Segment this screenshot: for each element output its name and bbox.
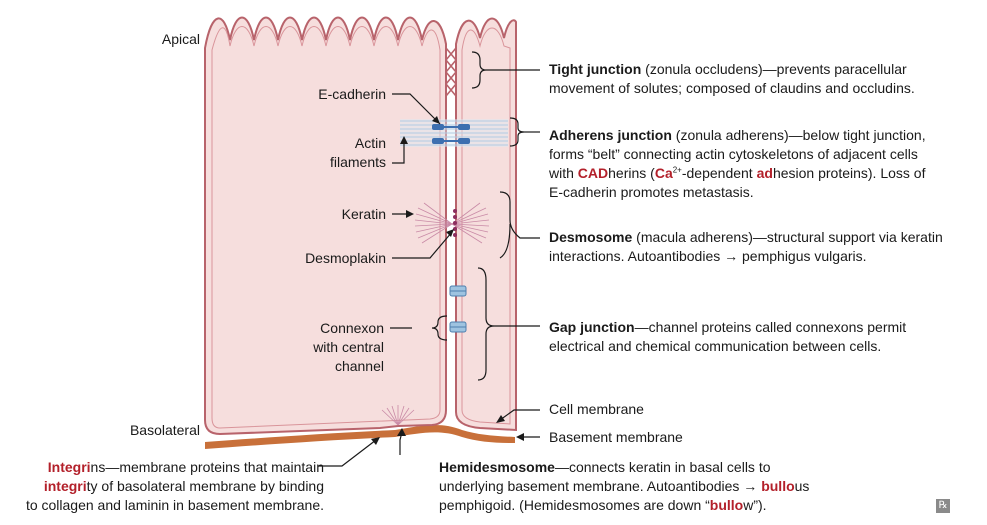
label-actin-filaments: Actin filaments bbox=[329, 135, 386, 170]
basement-membrane bbox=[205, 424, 515, 449]
desmoplakin-plaques bbox=[453, 209, 457, 237]
label-keratin: Keratin bbox=[341, 206, 386, 222]
label-cell-membrane: Cell membrane bbox=[549, 401, 644, 417]
tight-junction-strands bbox=[444, 47, 458, 97]
e-cadherin-proteins bbox=[432, 124, 470, 144]
hemidesmosome-fan bbox=[381, 405, 415, 426]
tight-junction-text: Tight junction (zonula occludens)—preven… bbox=[549, 61, 915, 96]
adherens-junction-text: Adherens junction (zonula adherens)—belo… bbox=[549, 127, 926, 200]
integrins-text: Integrins—membrane proteins that maintai… bbox=[25, 459, 324, 513]
label-apical: Apical bbox=[161, 31, 200, 47]
gap-junction-text: Gap junction—channel proteins called con… bbox=[549, 319, 907, 354]
rx-icon: ℞ bbox=[936, 499, 950, 513]
label-e-cadherin: E-cadherin bbox=[318, 86, 386, 102]
cell-right bbox=[455, 17, 517, 432]
cell-left bbox=[204, 16, 447, 436]
keratin-filaments bbox=[414, 202, 490, 244]
actin-filaments bbox=[400, 120, 508, 146]
right-brackets bbox=[471, 51, 540, 441]
label-desmoplakin: Desmoplakin bbox=[305, 250, 386, 266]
left-leaders bbox=[318, 93, 454, 467]
label-connexon: Connexon with central channel bbox=[313, 320, 384, 374]
desmosome-text: Desmosome (macula adherens)—structural s… bbox=[549, 229, 943, 264]
label-basolateral: Basolateral bbox=[129, 422, 200, 438]
connexons bbox=[449, 285, 467, 333]
hemidesmosome-text: Hemidesmosome—connects keratin in basal … bbox=[439, 459, 810, 513]
label-basement-membrane: Basement membrane bbox=[549, 429, 683, 445]
